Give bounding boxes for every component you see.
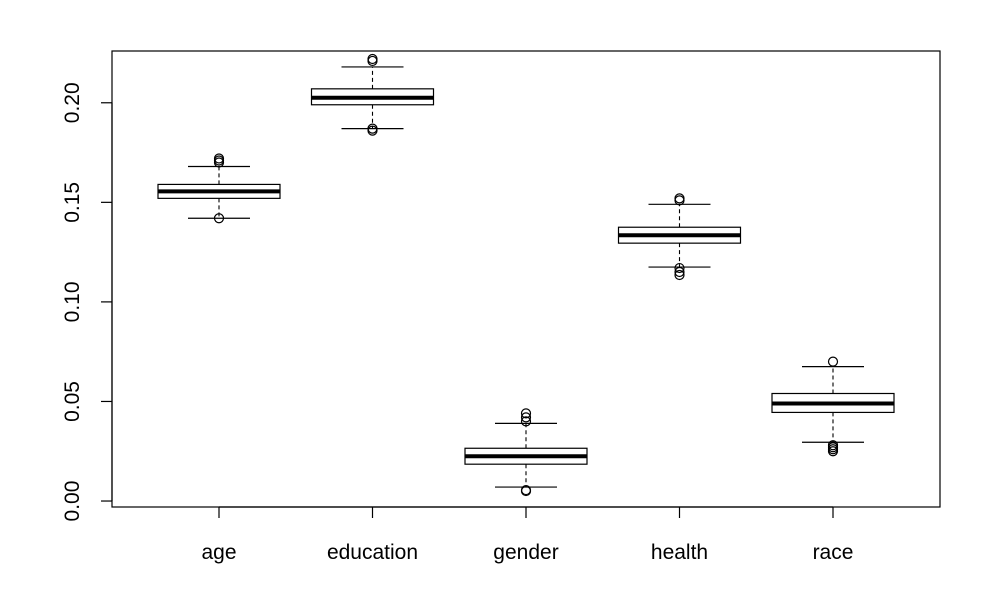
y-tick-label: 0.00 xyxy=(61,481,84,522)
outlier-point xyxy=(520,484,532,496)
box-health xyxy=(617,193,742,281)
x-tick-label: race xyxy=(813,541,854,564)
y-axis: 0.00 0.05 0.10 0.15 0.20 xyxy=(61,82,113,522)
outlier-point xyxy=(674,269,685,281)
outlier-point xyxy=(674,193,685,204)
outlier-point xyxy=(367,123,378,134)
box-age xyxy=(157,153,281,224)
y-tick-label: 0.10 xyxy=(61,281,84,322)
outlier-point xyxy=(520,416,532,427)
box-race xyxy=(771,356,895,457)
x-tick-label: age xyxy=(201,541,236,564)
y-tick-label: 0.05 xyxy=(61,381,84,422)
outlier-point xyxy=(213,155,225,166)
outlier-point xyxy=(213,153,225,164)
boxes-layer xyxy=(157,53,895,497)
outlier-point xyxy=(520,412,532,423)
x-tick-label: education xyxy=(327,541,418,564)
outlier-point xyxy=(827,356,839,367)
outlier-point xyxy=(520,408,532,419)
outlier-point xyxy=(827,440,839,451)
outlier-point xyxy=(367,53,378,65)
x-tick-label: gender xyxy=(493,541,558,564)
outlier-point xyxy=(674,266,685,278)
x-axis: age education gender health race xyxy=(201,506,854,564)
outlier-point xyxy=(213,213,225,224)
outlier-point xyxy=(367,55,378,67)
outlier-point xyxy=(674,195,685,206)
y-tick-label: 0.15 xyxy=(61,182,84,223)
x-tick-label: health xyxy=(651,541,708,564)
y-tick-label: 0.20 xyxy=(61,82,84,123)
outlier-point xyxy=(674,262,685,274)
box-education xyxy=(310,53,435,136)
box-gender xyxy=(464,408,588,497)
